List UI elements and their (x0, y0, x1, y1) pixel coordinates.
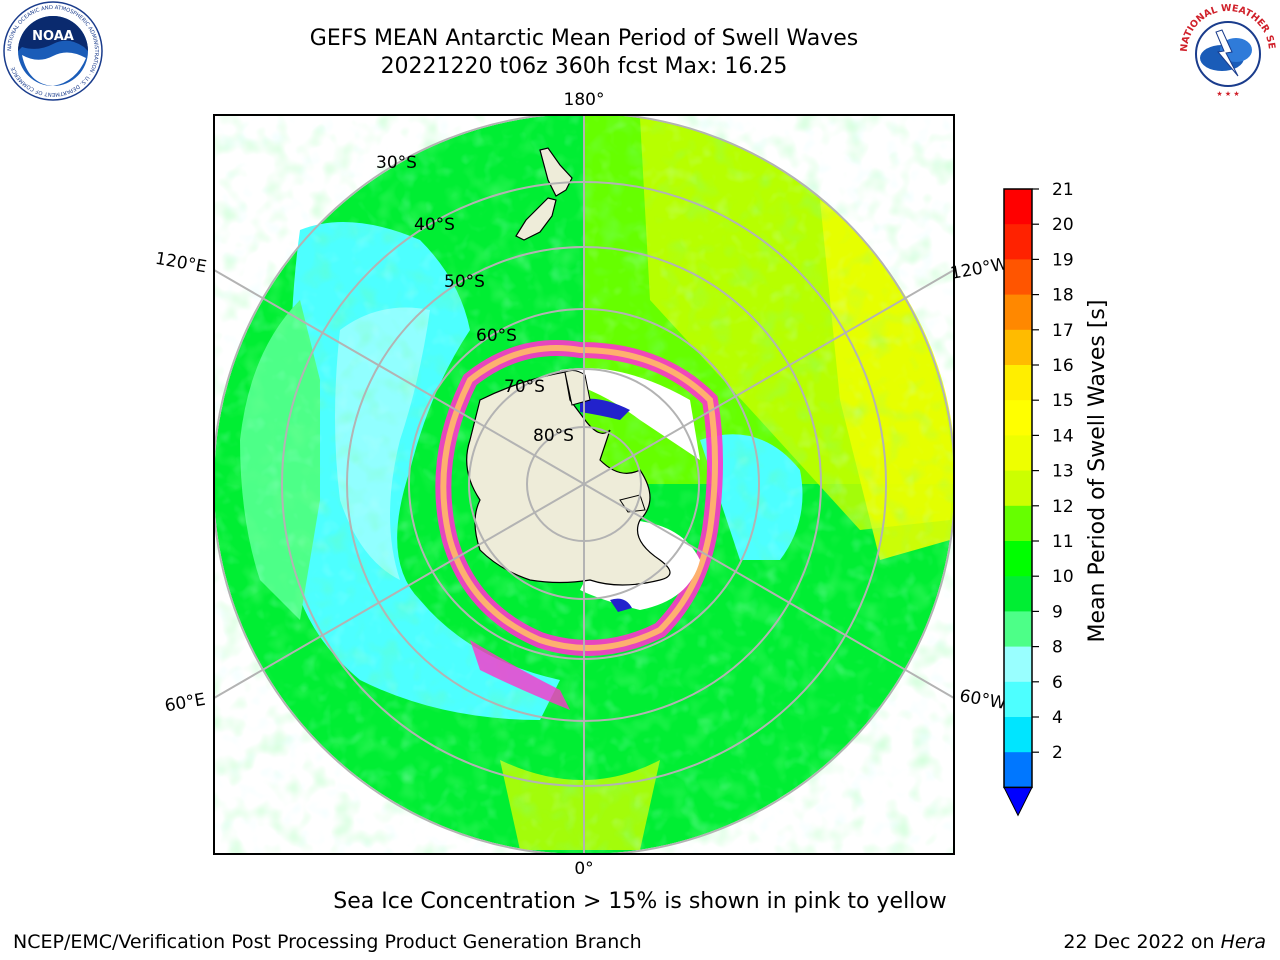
colorbar-tick-label: 15 (1052, 391, 1074, 411)
colorbar-bin (1004, 329, 1032, 366)
colorbar-tick-label: 16 (1052, 356, 1074, 376)
lat-label-80s: 80°S (533, 426, 574, 446)
colorbar-bin (1004, 752, 1032, 788)
map-plot-area: 30°S 40°S 50°S 60°S 70°S 80°S (214, 115, 954, 854)
colorbar-bin (1004, 224, 1032, 260)
colorbar-bin (1004, 259, 1032, 296)
new-zealand (515, 147, 573, 241)
colorbar-tick-label: 19 (1052, 250, 1074, 270)
lon-label-120w: 120°W (949, 254, 1010, 284)
latitude-labels: 30°S 40°S 50°S 60°S 70°S 80°S (376, 153, 574, 446)
colorbar-tick-label: 4 (1052, 708, 1063, 728)
lon-label-180: 180° (564, 90, 605, 110)
colorbar-bin (1004, 646, 1032, 683)
colorbar-under-arrow (1003, 786, 1033, 817)
colorbar-bin (1004, 365, 1032, 401)
meridian-60w (583, 483, 954, 699)
meridian-60e (214, 483, 585, 699)
lon-label-60w: 60°W (958, 686, 1008, 714)
colorbar-tick-label: 2 (1052, 743, 1063, 763)
lon-label-0: 0° (574, 859, 593, 879)
colorbar-label: Mean Period of Swell Waves [s] (1085, 300, 1110, 643)
colorbar-bin (1004, 470, 1032, 507)
colorbar-tick-label: 21 (1052, 180, 1074, 200)
colorbar-bin (1004, 294, 1032, 331)
generation-date: 22 Dec 2022 on (1063, 931, 1215, 953)
map-frame (213, 114, 955, 855)
colorbar-tick-label: 18 (1052, 286, 1074, 306)
colorbar-tick-label: 11 (1052, 532, 1074, 552)
chart-title: GEFS MEAN Antarctic Mean Period of Swell… (309, 26, 859, 51)
colorbar-bin (1004, 189, 1032, 225)
meridian-120w (583, 269, 954, 485)
colorbar-tick-label: 8 (1052, 638, 1063, 658)
graticule (214, 115, 954, 854)
colorbar-bin (1004, 400, 1032, 436)
colorbar-bin (1004, 611, 1032, 648)
lon-label-60e: 60°E (163, 690, 207, 717)
colorbar-bin (1004, 505, 1032, 542)
colorbar-tick-label: 10 (1052, 567, 1074, 587)
lat-label-40s: 40°S (414, 215, 455, 235)
nws-logo: NATIONAL WEATHER SERVICE ★ ★ ★ (1176, 0, 1278, 102)
lat-label-30s: 30°S (376, 153, 417, 173)
generation-info: 22 Dec 2022 on Hera (1063, 931, 1266, 953)
colorbar: 21 20 19 18 17 16 15 14 13 12 11 10 9 8 6 4 2 (1003, 180, 1074, 817)
colorbar-tick-label: 9 (1052, 602, 1063, 622)
producer-credit: NCEP/EMC/Verification Post Processing Pr… (13, 931, 642, 953)
colorbar-frame (1003, 188, 1033, 789)
colorbar-bin (1004, 681, 1032, 718)
colorbar-bin (1004, 717, 1032, 753)
lat-label-50s: 50°S (444, 272, 485, 292)
machine-name: Hera (1220, 931, 1266, 953)
colorbar-bin (1004, 435, 1032, 472)
colorbar-tick-label: 20 (1052, 215, 1074, 235)
colorbar-tick-label: 17 (1052, 321, 1074, 341)
colorbar-bin (1004, 541, 1032, 577)
lon-label-120e: 120°E (154, 249, 208, 278)
svg-text:★ ★ ★: ★ ★ ★ (1216, 90, 1239, 98)
noaa-logo: NATIONAL OCEANIC AND ATMOSPHERIC ADMINIS… (3, 1, 103, 101)
lat-label-60s: 60°S (476, 326, 517, 346)
lat-label-70s: 70°S (504, 377, 545, 397)
colorbar-tick-label: 14 (1052, 426, 1074, 446)
sea-ice-note: Sea Ice Concentration > 15% is shown in … (333, 889, 947, 914)
svg-text:NOAA: NOAA (32, 29, 74, 44)
chart-subtitle: 20221220 t06z 360h fcst Max: 16.25 (380, 54, 788, 79)
colorbar-tick-label: 13 (1052, 462, 1074, 482)
colorbar-bin (1004, 576, 1032, 612)
meridian-120e (214, 269, 585, 485)
colorbar-tick-label: 12 (1052, 497, 1074, 517)
colorbar-tick-label: 6 (1052, 673, 1063, 693)
